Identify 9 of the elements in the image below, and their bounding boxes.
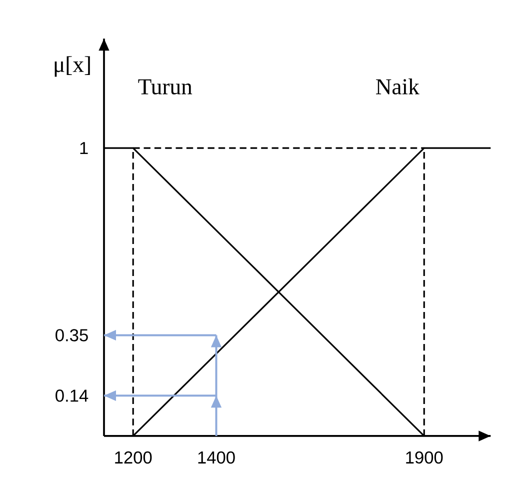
- y-axis-title: μ[x]: [54, 56, 90, 77]
- text: Naik: [376, 78, 420, 94]
- text: Turun: [138, 79, 192, 94]
- x-tick-label: 1400: [198, 451, 235, 464]
- y-tick-label: 0.35: [56, 329, 88, 342]
- y-tick-label: 1: [80, 142, 88, 154]
- x-tick-label: 1900: [406, 451, 443, 464]
- x-tick-label: 1200: [115, 451, 152, 464]
- y-tick-label: 0.14: [56, 390, 88, 402]
